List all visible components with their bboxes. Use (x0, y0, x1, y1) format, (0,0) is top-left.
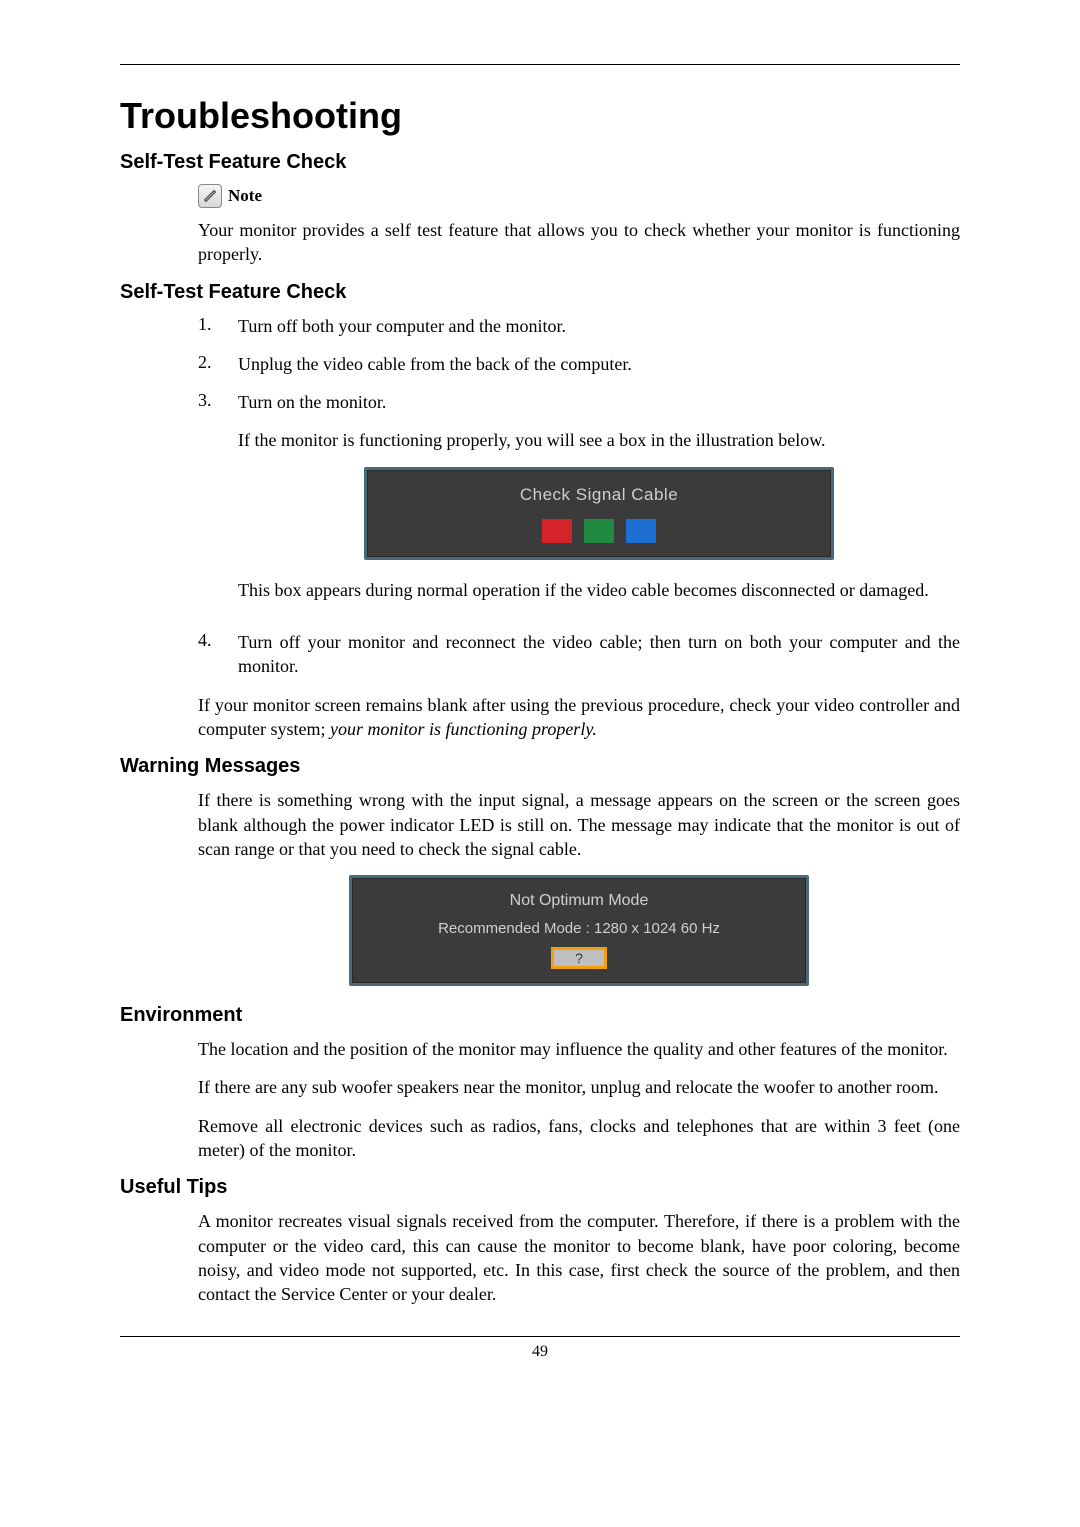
step-2: 2. Unplug the video cable from the back … (198, 352, 960, 376)
step-1: 1. Turn off both your computer and the m… (198, 314, 960, 338)
not-optimum-box: Not Optimum Mode Recommended Mode : 1280… (349, 875, 809, 986)
heading-selftest-2: Self-Test Feature Check (120, 281, 960, 304)
warning-text: If there is something wrong with the inp… (198, 788, 960, 861)
tips-p1: A monitor recreates visual signals recei… (198, 1209, 960, 1306)
top-rule (120, 64, 960, 65)
document-page: Troubleshooting Self-Test Feature Check … (0, 0, 1080, 1401)
step-number: 2. (198, 352, 218, 376)
note-icon (198, 184, 222, 208)
env-p1: The location and the position of the mon… (198, 1037, 960, 1061)
heading-environment: Environment (120, 1004, 960, 1027)
check-signal-cable-box: Check Signal Cable (364, 467, 834, 560)
tips-body: A monitor recreates visual signals recei… (198, 1209, 960, 1306)
illus2-help-button: ? (551, 947, 607, 969)
bottom-rule (120, 1336, 960, 1337)
step-text-a: Turn on the monitor. (238, 390, 960, 414)
note-body: Your monitor provides a self test featur… (198, 218, 960, 267)
note-row: Note (198, 184, 960, 208)
step-4: 4. Turn off your monitor and reconnect t… (198, 630, 960, 679)
rgb-squares (377, 519, 821, 543)
page-number: 49 (120, 1343, 960, 1361)
step-text: Unplug the video cable from the back of … (238, 352, 960, 376)
square-green (584, 519, 614, 543)
step-text-c: This box appears during normal operation… (238, 578, 960, 602)
step-text: Turn off both your computer and the moni… (238, 314, 960, 338)
closing-b: your monitor is functioning properly. (330, 719, 597, 739)
warning-body: If there is something wrong with the inp… (198, 788, 960, 986)
step-text: Turn off your monitor and reconnect the … (238, 630, 960, 679)
illus2-title: Not Optimum Mode (362, 892, 796, 910)
illustration-1-wrap: Check Signal Cable (238, 467, 960, 560)
step-text-b: If the monitor is functioning properly, … (238, 428, 960, 452)
env-p3: Remove all electronic devices such as ra… (198, 1114, 960, 1163)
illus2-line: Recommended Mode : 1280 x 1024 60 Hz (362, 920, 796, 937)
environment-body: The location and the position of the mon… (198, 1037, 960, 1162)
step-number: 4. (198, 630, 218, 679)
step-number: 1. (198, 314, 218, 338)
heading-tips: Useful Tips (120, 1176, 960, 1199)
page-title: Troubleshooting (120, 95, 960, 137)
illustration-2-wrap: Not Optimum Mode Recommended Mode : 1280… (198, 875, 960, 986)
illus1-title: Check Signal Cable (377, 484, 821, 507)
square-blue (626, 519, 656, 543)
note-label: Note (228, 186, 262, 206)
selftest2-body: 1. Turn off both your computer and the m… (198, 314, 960, 742)
illus2-btn-row: ? (362, 947, 796, 969)
step-3: 3. Turn on the monitor. If the monitor i… (198, 390, 960, 616)
selftest-closing: If your monitor screen remains blank aft… (198, 693, 960, 742)
step-content: Turn on the monitor. If the monitor is f… (238, 390, 960, 616)
square-red (542, 519, 572, 543)
env-p2: If there are any sub woofer speakers nea… (198, 1075, 960, 1099)
selftest1-body: Note Your monitor provides a self test f… (198, 184, 960, 267)
heading-selftest-1: Self-Test Feature Check (120, 151, 960, 174)
heading-warning: Warning Messages (120, 755, 960, 778)
step-number: 3. (198, 390, 218, 616)
